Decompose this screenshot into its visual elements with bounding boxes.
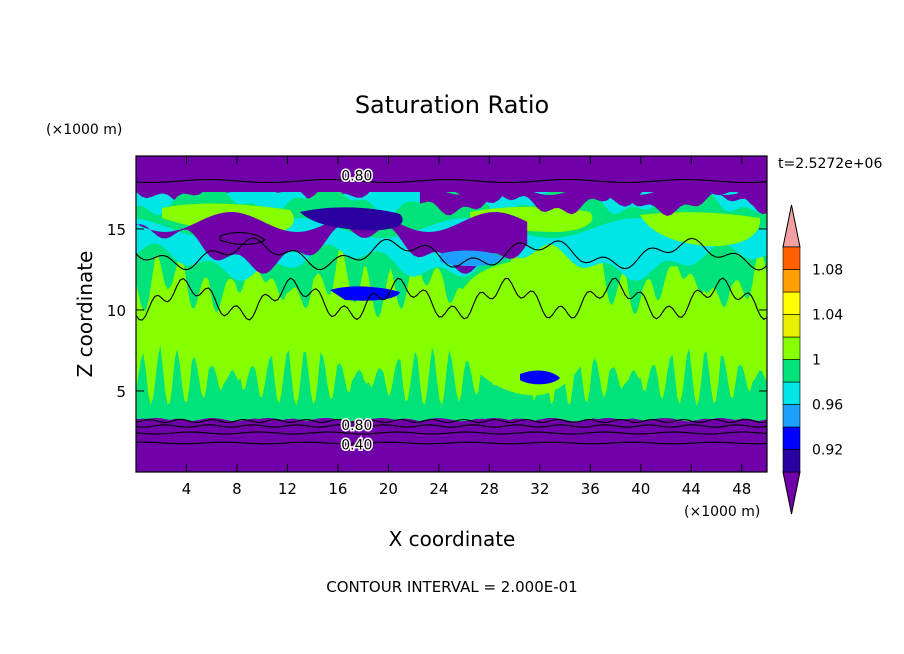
saturation-field <box>136 156 767 472</box>
x-axis-title: X coordinate <box>389 527 516 551</box>
z-axis-title: Z coordinate <box>73 251 97 378</box>
field-region <box>450 241 604 396</box>
contour-line <box>136 424 767 428</box>
z-tick-label: 10 <box>107 302 126 320</box>
x-tick-label: 48 <box>732 480 751 498</box>
x-tick-label: 44 <box>682 480 701 498</box>
colorbar-arrow-high <box>782 204 801 248</box>
colorbar-label: 1.08 <box>812 263 843 279</box>
x-tick-label: 32 <box>530 480 549 498</box>
colorbar-swatch <box>782 246 801 270</box>
contour-lines <box>136 178 767 445</box>
plot-area <box>136 156 767 472</box>
x-tick-label: 16 <box>328 480 347 498</box>
colorbar-label: 1 <box>812 353 821 369</box>
contour-line <box>136 277 767 321</box>
field-region <box>136 212 528 274</box>
colorbar-swatch <box>782 381 801 405</box>
time-label: t=2.5272e+06 <box>778 156 882 172</box>
colorbar-label: 1.04 <box>812 308 843 324</box>
field-region <box>136 156 767 192</box>
field-region <box>419 185 767 216</box>
contour-label: 0.80 <box>341 168 372 184</box>
x-unit-label: (×1000 m) <box>684 504 760 520</box>
colorbar-swatch <box>782 314 801 338</box>
colorbar-swatch <box>782 359 801 383</box>
contour-interval-footer: CONTOUR INTERVAL = 2.000E-01 <box>326 578 577 596</box>
z-unit-label: (×1000 m) <box>46 122 122 138</box>
contour-line <box>136 418 767 424</box>
field-region <box>640 212 761 247</box>
colorbar-swatch <box>782 426 801 450</box>
colorbar-label: 0.96 <box>812 398 843 414</box>
x-tick-label: 20 <box>379 480 398 498</box>
x-axis: 4 8 12 16 20 24 28 32 36 40 44 48 <box>182 156 751 498</box>
plot-frame <box>135 155 768 473</box>
x-tick-label: 36 <box>581 480 600 498</box>
colorbar: 0.92 0.96 1 1.04 1.08 <box>782 204 843 515</box>
contour-labels: 0.80 0.80 0.40 <box>340 167 374 455</box>
z-axis: 5 10 15 <box>107 221 767 401</box>
colorbar-swatch <box>782 404 801 428</box>
field-region <box>136 418 767 472</box>
colorbar-swatch <box>782 449 801 473</box>
colorbar-swatch <box>782 269 801 293</box>
x-tick-label: 8 <box>232 480 242 498</box>
contour-line <box>136 178 767 184</box>
field-region <box>300 207 403 231</box>
contour-line <box>136 237 767 271</box>
colorbar-arrow-low <box>782 471 801 515</box>
contour-label: 0.40 <box>341 437 372 453</box>
colorbar-swatch <box>782 336 801 360</box>
z-tick-label: 15 <box>107 221 126 239</box>
x-tick-label: 4 <box>182 480 192 498</box>
contour-label: 0.80 <box>341 418 372 434</box>
field-region <box>330 286 400 301</box>
x-tick-label: 24 <box>429 480 448 498</box>
contour-line <box>219 231 266 246</box>
colorbar-swatch <box>782 291 801 315</box>
x-tick-label: 40 <box>631 480 650 498</box>
x-tick-label: 28 <box>480 480 499 498</box>
contour-line <box>136 431 767 435</box>
colorbar-label: 0.92 <box>812 443 843 459</box>
contour-line <box>136 441 767 445</box>
chart-title: Saturation Ratio <box>355 91 549 119</box>
x-tick-label: 12 <box>278 480 297 498</box>
z-tick-label: 5 <box>116 383 126 401</box>
field-region <box>520 370 560 385</box>
